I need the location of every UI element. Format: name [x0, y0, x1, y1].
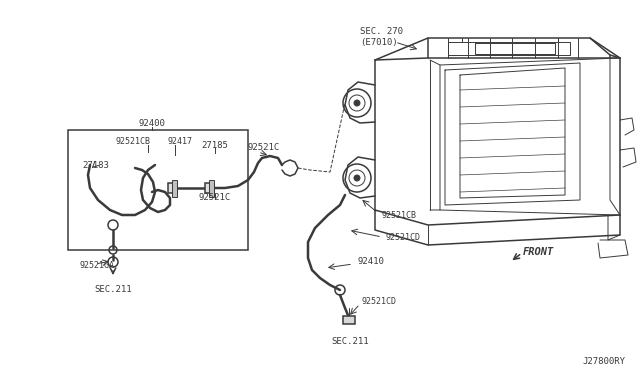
Text: (E7010): (E7010) [360, 38, 397, 46]
Text: 92521GA: 92521GA [80, 260, 115, 269]
Text: SEC.211: SEC.211 [94, 285, 132, 295]
Text: FRONT: FRONT [523, 247, 554, 257]
Text: 27185: 27185 [202, 141, 228, 150]
Circle shape [354, 175, 360, 181]
Text: SEC.211: SEC.211 [331, 337, 369, 346]
Bar [68, 130, 248, 250]
Bar [168, 183, 177, 193]
Text: SEC. 270: SEC. 270 [360, 28, 403, 36]
Bar [209, 180, 214, 197]
Text: 27183: 27183 [82, 160, 109, 170]
Text: 92521CB: 92521CB [115, 138, 150, 147]
Text: 92521C: 92521C [248, 144, 280, 153]
Text: 92417: 92417 [168, 138, 193, 147]
Text: 92400: 92400 [139, 119, 165, 128]
Text: 92521C: 92521C [199, 193, 231, 202]
Text: J27800RY: J27800RY [582, 357, 625, 366]
Text: 92521CD: 92521CD [362, 298, 397, 307]
Text: 92410: 92410 [358, 257, 385, 266]
Bar [172, 180, 177, 197]
Bar [343, 316, 355, 324]
Bar [205, 183, 214, 193]
Text: 92521CB: 92521CB [382, 211, 417, 219]
Circle shape [354, 100, 360, 106]
Text: 92521CD: 92521CD [385, 234, 420, 243]
